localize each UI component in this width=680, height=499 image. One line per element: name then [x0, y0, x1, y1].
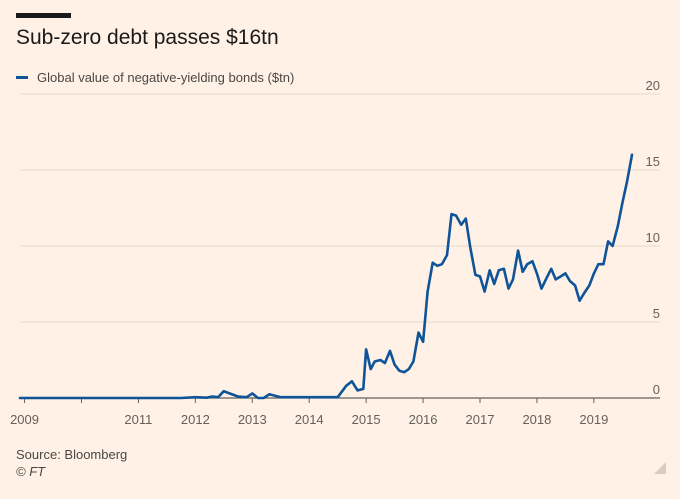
- title-accent-bar: [16, 13, 71, 18]
- resize-handle-icon: [654, 462, 666, 474]
- legend-swatch: [16, 76, 28, 79]
- legend-label: Global value of negative-yielding bonds …: [37, 70, 295, 85]
- gridlines: [20, 93, 660, 399]
- y-tick-label: 0: [653, 382, 660, 397]
- legend: Global value of negative-yielding bonds …: [16, 70, 294, 85]
- y-tick-label: 20: [646, 78, 660, 93]
- series-line: [18, 153, 634, 400]
- y-axis-ticks: 0 5 10 15 20: [646, 78, 660, 397]
- x-tick-label: 2009: [10, 412, 39, 427]
- y-tick-label: 5: [653, 306, 660, 321]
- x-tick-label: 2015: [352, 412, 381, 427]
- x-tick-label: 2016: [409, 412, 438, 427]
- x-tick-label: 2019: [579, 412, 608, 427]
- x-tick-label: 2012: [181, 412, 210, 427]
- y-tick-label: 10: [646, 230, 660, 245]
- source-note: Source: Bloomberg: [16, 447, 128, 462]
- x-tick-label: 2014: [295, 412, 324, 427]
- x-axis-ticks: 2009 2011 2012 2013 2014 2015 2016 2017 2018 2019: [10, 398, 608, 427]
- x-tick-label: 2013: [238, 412, 267, 427]
- x-tick-label: 2017: [466, 412, 495, 427]
- y-tick-label: 15: [646, 154, 660, 169]
- copyright-note: © FT: [16, 464, 46, 479]
- x-tick-label: 2018: [522, 412, 551, 427]
- chart-title: Sub-zero debt passes $16tn: [16, 26, 279, 49]
- x-tick-label: 2011: [124, 412, 152, 427]
